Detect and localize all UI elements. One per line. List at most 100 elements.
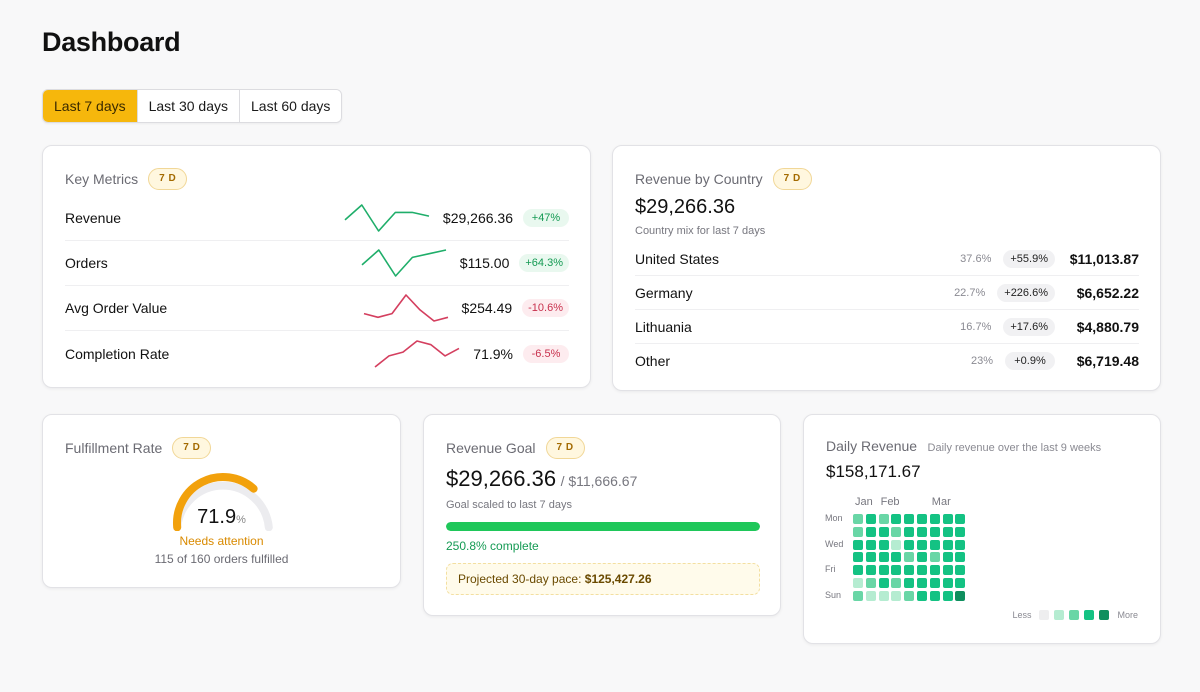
heatmap-cell[interactable] <box>942 565 953 576</box>
heatmap-cell[interactable] <box>853 578 863 588</box>
country-total-revenue: $29,266.36 <box>635 196 736 218</box>
heatmap-cell[interactable] <box>942 539 953 550</box>
metric-value: 71.9% <box>473 345 513 362</box>
heatmap-cell[interactable] <box>942 578 953 588</box>
heatmap-cell[interactable] <box>955 539 966 550</box>
heatmap-cell[interactable] <box>904 590 915 601</box>
heatmap-cell[interactable] <box>917 514 927 524</box>
heatmap-cell[interactable] <box>904 514 915 524</box>
metric-label: Revenue <box>65 210 122 226</box>
country-subtitle: Country mix for last 7 days <box>635 225 766 237</box>
metric-row-avg-order-value: Avg Order Value $254.49 -10.6% <box>65 286 569 331</box>
heatmap-cell[interactable] <box>917 526 927 537</box>
range-tab-30d[interactable]: Last 30 days <box>137 90 240 122</box>
metric-sparkline <box>374 339 460 368</box>
metric-sparkline <box>363 294 448 322</box>
heatmap-cell[interactable] <box>853 565 863 576</box>
heatmap-cell[interactable] <box>878 514 889 524</box>
country-row: United States 37.6% +55.9% $11,013.87 <box>635 242 1139 276</box>
fulfillment-detail: 115 of 160 orders fulfilled <box>154 552 289 566</box>
metric-change-badge: -10.6% <box>522 299 569 317</box>
range-tab-7d[interactable]: Last 7 days <box>43 90 138 122</box>
heatmap-legend: Less More <box>1012 610 1138 620</box>
heatmap-cell[interactable] <box>929 514 940 524</box>
heatmap-cell[interactable] <box>878 539 889 550</box>
heatmap-cell[interactable] <box>891 539 902 550</box>
heatmap-cell[interactable] <box>904 578 915 588</box>
heatmap-cell[interactable] <box>853 526 863 537</box>
heatmap-cell[interactable] <box>853 552 863 563</box>
heatmap-cell[interactable] <box>917 552 927 563</box>
heatmap-cell[interactable] <box>942 526 953 537</box>
heatmap-cell[interactable] <box>878 526 889 537</box>
heatmap-cell[interactable] <box>929 539 940 550</box>
heatmap-cell[interactable] <box>865 552 876 563</box>
metric-row-revenue: Revenue $29,266.36 +47% <box>65 196 569 241</box>
heatmap-cell[interactable] <box>942 552 953 563</box>
heatmap-cell[interactable] <box>891 552 902 563</box>
country-name: Germany <box>635 284 693 301</box>
heatmap-cell[interactable] <box>929 578 940 588</box>
key-metrics-card: Key Metrics 7 D Revenue $29,266.36 +47% … <box>42 145 591 388</box>
heatmap-cell[interactable] <box>929 552 940 563</box>
fulfillment-title: Fulfillment Rate <box>65 440 163 456</box>
heatmap-cell[interactable] <box>955 565 966 576</box>
heatmap-cell[interactable] <box>904 565 915 576</box>
heatmap-day-label: Sun <box>825 589 842 600</box>
range-tab-60d[interactable]: Last 60 days <box>240 90 342 122</box>
sparkline-path <box>363 294 448 322</box>
heatmap-cell[interactable] <box>865 578 876 588</box>
sparkline-path <box>374 339 460 368</box>
heatmap-cell[interactable] <box>955 552 966 563</box>
heatmap-cell[interactable] <box>865 565 876 576</box>
heatmap-cell[interactable] <box>865 526 876 537</box>
heatmap-cell[interactable] <box>865 514 876 524</box>
heatmap-cell[interactable] <box>929 526 940 537</box>
heatmap-cell[interactable] <box>878 578 889 588</box>
heatmap-cell[interactable] <box>955 578 966 588</box>
key-metrics-header: Key Metrics 7 D <box>65 168 188 190</box>
goal-target-value: / $11,666.67 <box>560 473 638 489</box>
heatmap-cell[interactable] <box>891 578 902 588</box>
country-amount: $6,652.22 <box>1076 284 1139 301</box>
heatmap-cell[interactable] <box>904 552 915 563</box>
fulfillment-rate-card: Fulfillment Rate 7 D 71.9% Needs attenti… <box>42 414 401 588</box>
heatmap-cell[interactable] <box>917 578 927 588</box>
page-title: Dashboard <box>42 27 181 57</box>
heatmap-cell[interactable] <box>955 526 966 537</box>
heatmap-cell[interactable] <box>853 539 863 550</box>
heatmap-cell[interactable] <box>904 526 915 537</box>
heatmap-cell[interactable] <box>904 539 915 550</box>
heatmap-cell[interactable] <box>891 565 902 576</box>
heatmap-cell[interactable] <box>853 590 863 601</box>
heatmap-cell[interactable] <box>891 514 902 524</box>
heatmap-cell[interactable] <box>929 565 940 576</box>
heatmap-cell[interactable] <box>878 590 889 601</box>
country-row: Other 23% +0.9% $6,719.48 <box>635 344 1139 378</box>
fulfillment-value: 71.9 <box>197 506 237 528</box>
heatmap-cell[interactable] <box>865 590 876 601</box>
heatmap-cell[interactable] <box>917 590 927 601</box>
heatmap-cell[interactable] <box>865 539 876 550</box>
heatmap-cell[interactable] <box>878 552 889 563</box>
metric-value: $254.49 <box>461 300 513 316</box>
heatmap-cell[interactable] <box>891 526 902 537</box>
heatmap-cell[interactable] <box>942 514 953 524</box>
heatmap-cell[interactable] <box>853 514 863 524</box>
heatmap-cell[interactable] <box>917 565 927 576</box>
country-change-badge: +226.6% <box>997 283 1055 302</box>
heatmap-cell[interactable] <box>891 590 902 601</box>
country-name: Other <box>635 353 671 369</box>
revenue-by-country-header: Revenue by Country 7 D <box>635 168 812 190</box>
heatmap-cell[interactable] <box>917 539 927 550</box>
legend-cell <box>1099 610 1110 620</box>
heatmap-cell[interactable] <box>955 514 966 524</box>
revenue-goal-card: Revenue Goal 7 D $29,266.36 / $11,666.67… <box>423 414 781 616</box>
heatmap-cell[interactable] <box>929 590 940 601</box>
heatmap-cell[interactable] <box>955 590 966 601</box>
metric-sparkline <box>361 249 446 277</box>
heatmap-cell[interactable] <box>942 590 953 601</box>
heatmap-cell[interactable] <box>878 565 889 576</box>
fulfillment-unit: % <box>236 514 246 526</box>
projected-pace-box: Projected 30-day pace: $125,427.26 <box>446 563 760 595</box>
